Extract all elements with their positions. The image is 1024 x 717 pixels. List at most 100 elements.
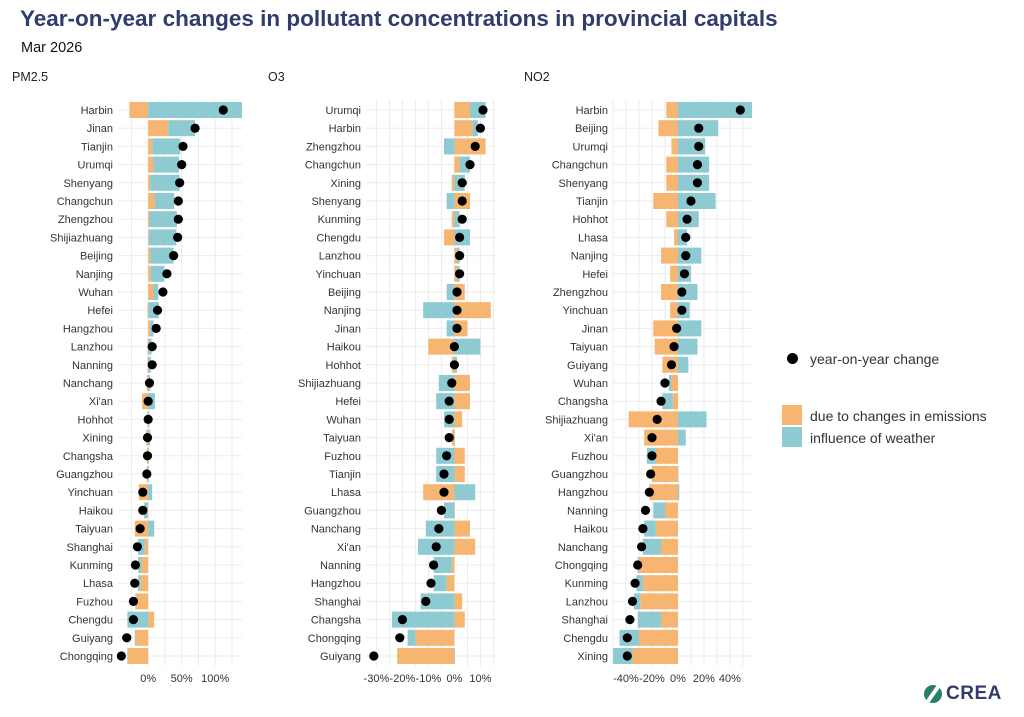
no2-yoy-dot xyxy=(622,633,632,643)
no2-tick-label: 40% xyxy=(719,673,741,685)
o3-bar-emissions xyxy=(454,502,455,519)
no2-category-label: Hangzhou xyxy=(558,487,608,499)
pm25-category-label: Lhasa xyxy=(83,578,114,590)
o3-bar-emissions xyxy=(454,411,463,428)
pm25-bar-emissions xyxy=(141,557,149,573)
o3-bar-emissions xyxy=(454,466,465,482)
no2-category-label: Guiyang xyxy=(567,360,608,372)
no2-category-label: Changsha xyxy=(558,396,609,408)
pm25-bar-emissions xyxy=(148,138,153,155)
no2-category-label: Haikou xyxy=(574,524,608,536)
o3-category-label: Nanchang xyxy=(311,524,361,536)
legend-dot-label: year-on-year change xyxy=(810,351,940,367)
pm25-bar-weather xyxy=(127,648,129,664)
pm25-category-label: Beijing xyxy=(80,251,113,263)
o3-bar-weather xyxy=(446,284,455,300)
o3-bar-weather xyxy=(433,575,447,592)
o3-bar-emissions xyxy=(423,484,455,501)
pm25-bar-weather xyxy=(148,484,153,501)
no2-bar-emissions xyxy=(653,320,678,337)
pm25-bar-emissions xyxy=(148,265,151,282)
o3-yoy-dot xyxy=(442,451,452,461)
pm25-yoy-dot xyxy=(173,232,183,242)
o3-bar-emissions xyxy=(454,447,465,464)
no2-yoy-dot xyxy=(694,123,704,133)
no2-bar-emissions xyxy=(632,648,678,664)
pm25-yoy-dot xyxy=(175,178,185,188)
legend-emissions-label: due to changes in emissions xyxy=(810,408,987,424)
pm25-yoy-dot xyxy=(116,651,126,661)
o3-bar-emissions xyxy=(451,557,455,573)
o3-category-label: Zhengzhou xyxy=(306,141,361,153)
no2-yoy-dot xyxy=(627,596,638,607)
o3-yoy-dot xyxy=(429,560,439,570)
no2-yoy-dot xyxy=(656,396,666,406)
o3-category-label: Urumqi xyxy=(326,105,361,117)
pm25-bar-emissions xyxy=(148,320,151,337)
pm25-panel-title: PM2.5 xyxy=(12,70,48,84)
no2-bar-weather xyxy=(677,102,752,118)
pm25-category-label: Urumqi xyxy=(78,160,113,172)
no2-bar-emissions xyxy=(671,375,678,391)
o3-yoy-dot xyxy=(397,615,407,625)
o3-bar-weather xyxy=(423,302,455,319)
pm25-bar-emissions xyxy=(144,538,149,555)
pm25-category-label: Jinan xyxy=(87,123,113,135)
o3-yoy-dot xyxy=(444,396,454,406)
no2-yoy-dot xyxy=(638,524,648,534)
no2-bar-emissions xyxy=(640,593,678,610)
no2-category-label: Xining xyxy=(577,651,608,663)
no2-bar-weather xyxy=(677,320,702,337)
pm25-yoy-dot xyxy=(190,123,200,133)
no2-bar-emissions xyxy=(655,447,678,464)
o3-bar-emissions xyxy=(454,138,486,155)
o3-yoy-dot xyxy=(455,251,465,261)
pm25-yoy-dot xyxy=(143,414,153,424)
pm25-yoy-dot xyxy=(151,323,161,333)
o3-bar-weather xyxy=(454,648,455,664)
pm25-bar-emissions xyxy=(148,174,151,191)
o3-bar-emissions xyxy=(454,102,470,118)
o3-yoy-dot xyxy=(457,214,467,224)
pm25-yoy-dot xyxy=(143,396,153,406)
no2-yoy-dot xyxy=(630,578,640,588)
no2-yoy-dot xyxy=(681,232,691,242)
no2-bar-weather xyxy=(637,611,662,628)
no2-bar-emissions xyxy=(666,102,678,118)
o3-yoy-dot xyxy=(434,524,444,534)
pm25-category-label: Guangzhou xyxy=(56,469,113,481)
pm25-bar-weather xyxy=(150,265,165,282)
no2-category-label: Lanzhou xyxy=(566,596,608,608)
pm25-yoy-dot xyxy=(144,378,155,388)
pm25-category-label: Harbin xyxy=(81,105,113,117)
no2-yoy-dot xyxy=(681,251,691,261)
no2-category-label: Hohhot xyxy=(573,214,608,226)
pm25-bar-weather xyxy=(148,520,155,537)
pm25-yoy-dot xyxy=(158,287,168,297)
no2-yoy-dot xyxy=(622,651,632,661)
no2-yoy-dot xyxy=(669,342,679,352)
no2-tick-label: 0% xyxy=(670,673,686,685)
pm25-yoy-dot xyxy=(173,196,183,206)
o3-yoy-dot xyxy=(457,178,467,188)
pm25-yoy-dot xyxy=(138,505,148,515)
pm25-category-label: Zhengzhou xyxy=(58,214,113,226)
no2-bar-weather xyxy=(642,538,662,555)
pm25-bar-weather xyxy=(138,575,141,592)
no2-bar-weather xyxy=(677,429,686,446)
no2-yoy-dot xyxy=(735,105,745,115)
no2-category-label: Lhasa xyxy=(578,232,609,244)
no2-yoy-dot xyxy=(640,505,651,515)
no2-yoy-dot xyxy=(660,378,670,388)
pm25-yoy-dot xyxy=(142,433,153,443)
pm25-bar-emissions xyxy=(148,211,150,228)
o3-bar-weather xyxy=(454,484,476,501)
o3-yoy-dot xyxy=(478,105,488,115)
pm25-yoy-dot xyxy=(128,615,139,625)
pm25-yoy-dot xyxy=(162,269,172,279)
o3-bar-emissions xyxy=(454,302,491,319)
pm25-yoy-dot xyxy=(169,251,179,261)
no2-bar-weather xyxy=(653,502,665,519)
pm25-bar-emissions xyxy=(148,284,154,300)
no2-bar-emissions xyxy=(666,174,678,191)
